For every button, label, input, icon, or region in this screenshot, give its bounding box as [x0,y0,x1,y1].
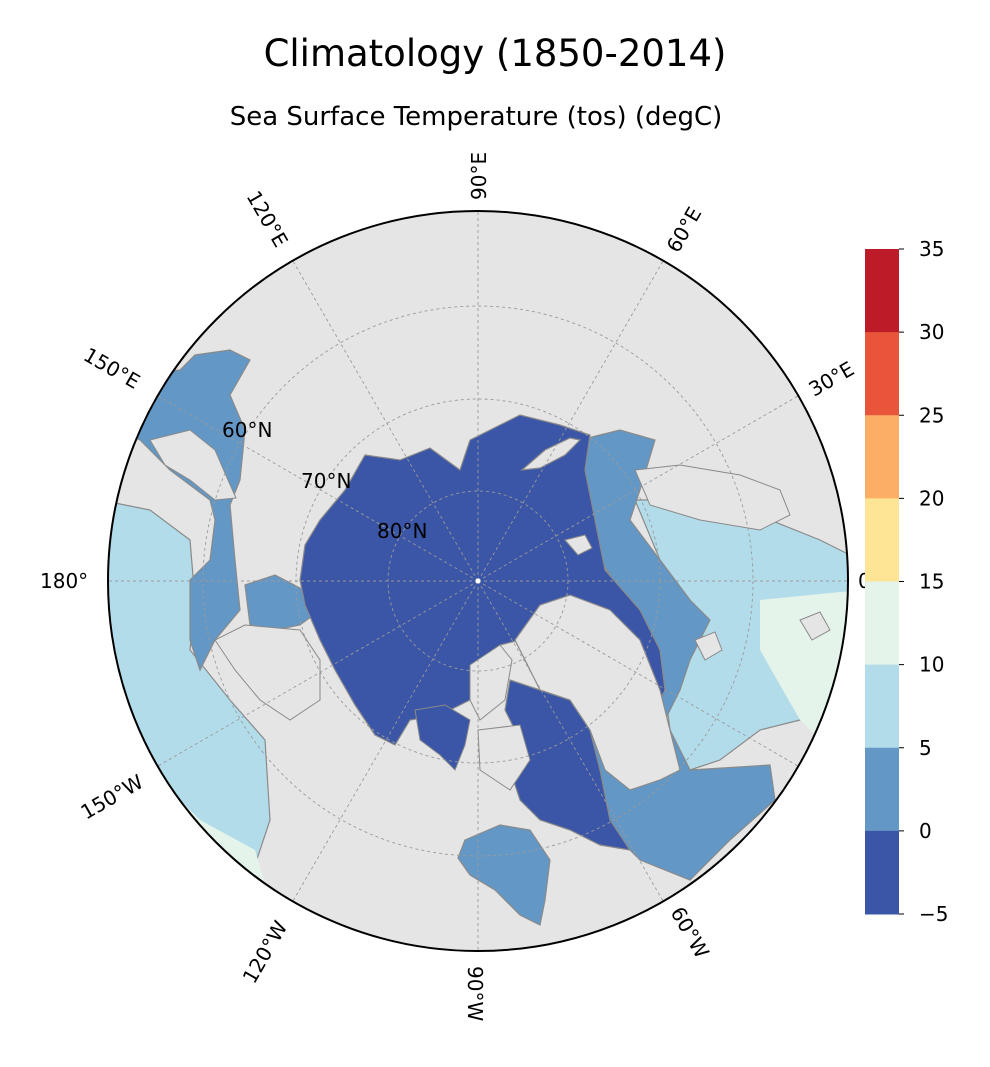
colorbar-bin [865,332,899,416]
archipelago-channel-ice [414,704,471,771]
canadian-islands [469,644,513,721]
colorbar-tick-label: 5 [919,736,932,760]
greenland [514,594,681,791]
colorbar-bin [865,249,899,333]
meridians [108,211,848,951]
colorbar-tick-label: 30 [919,320,944,344]
colorbar-bin [865,747,899,832]
lon-label-60e: 60°E [662,203,707,257]
lon-label-90e: 90°E [467,152,491,200]
colorbar-tick-label: 10 [919,653,944,677]
colorbar-tick-label: 25 [919,403,944,427]
colorbar-bin [865,664,899,749]
lon-label-150e: 150°E [80,343,145,394]
lon-label-60w: 60°W [666,903,715,963]
lon-label-90w: 90°W [463,966,487,1021]
scandinavia [634,464,791,531]
figure-title: Climatology (1850-2014) [263,32,727,75]
colorbar-tick-label: 20 [919,486,944,510]
colorbar-bin [865,830,899,915]
colorbar-tick-label: 35 [919,237,944,261]
colorbar-bin [865,581,899,666]
chukotka [149,429,237,501]
hudson-bay-cold [457,824,551,926]
svalbard [564,534,593,556]
british-isles [799,611,831,641]
colorbar-bin [865,415,899,499]
colorbar-tick-label: 0 [919,819,932,843]
north-pole-marker [475,578,481,584]
colorbar-tick-label: −5 [919,902,948,926]
colorbar-bin [865,498,899,582]
map-boundary [107,210,849,952]
map-disc [108,211,848,951]
colorbar-tick-label: 15 [919,570,944,594]
lon-label-120w: 120°W [238,916,293,987]
lat-label-60n: 60°N [222,418,272,442]
lon-label-30e: 30°E [805,356,859,401]
lon-label-120e: 120°E [242,187,293,252]
figure-subtitle: Sea Surface Temperature (tos) (degC) [229,102,723,132]
lat-label-70n: 70°N [301,469,351,493]
iceland [694,631,723,661]
alaska [214,624,321,721]
lat-label-80n: 80°N [377,519,427,543]
colorbar: 35 30 25 20 15 10 5 0 −5 [865,237,948,926]
lon-label-150w: 150°W [77,769,148,824]
lon-label-180: 180° [40,569,88,593]
